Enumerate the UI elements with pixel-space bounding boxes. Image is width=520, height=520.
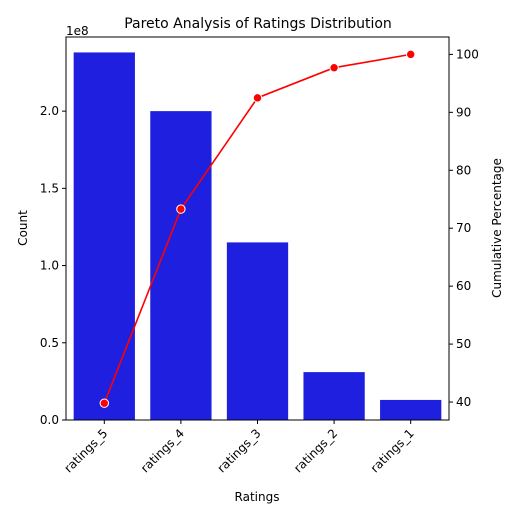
x-axis-title: Ratings <box>235 490 280 504</box>
cumulative-point-ratings_4 <box>176 204 186 214</box>
y2-tick-label: 90 <box>456 105 471 119</box>
bar-ratings_3 <box>226 242 289 420</box>
bar-ratings_2 <box>303 372 365 420</box>
y-axis-title: Count <box>16 210 30 246</box>
bar-ratings_5 <box>73 52 135 421</box>
bar-ratings_1 <box>380 399 442 420</box>
cumulative-point-ratings_5 <box>99 398 110 408</box>
x-axis: ratings_5 ratings_4 ratings_3 ratings_2 rati… <box>61 420 417 475</box>
y-tick-label: 0.5 <box>40 336 59 350</box>
cumulative-line-series <box>99 49 416 408</box>
x-tick-label: ratings_4 <box>138 426 187 475</box>
y-multiplier-label: 1e8 <box>66 24 89 38</box>
bar-series <box>73 52 442 421</box>
bar-ratings_4 <box>150 111 212 421</box>
cumulative-point-ratings_3 <box>252 93 263 103</box>
y-tick-label: 2.0 <box>40 104 59 118</box>
y-tick-label: 1.5 <box>40 181 59 195</box>
x-tick-label: ratings_1 <box>368 426 417 475</box>
y2-tick-label: 60 <box>456 279 471 293</box>
cumulative-point-ratings_1 <box>406 49 416 60</box>
y2-axis-title: Cumulative Percentage <box>490 158 504 298</box>
y-tick-label: 0.0 <box>40 413 59 427</box>
y2-tick-label: 70 <box>456 221 471 235</box>
y2-tick-label: 100 <box>456 47 479 61</box>
x-tick-label: ratings_2 <box>291 426 340 475</box>
y-tick-label: 1.0 <box>40 259 59 273</box>
y-axis-right: 40 50 60 70 80 90 100 <box>449 47 479 409</box>
chart-title: Pareto Analysis of Ratings Distribution <box>124 16 392 32</box>
x-tick-label: ratings_3 <box>215 426 264 475</box>
cumulative-point-ratings_2 <box>329 63 339 73</box>
y2-tick-label: 40 <box>456 395 471 409</box>
y-axis-left: 0.0 0.5 1.0 1.5 2.0 <box>40 104 66 427</box>
y2-tick-label: 50 <box>456 337 471 351</box>
y2-tick-label: 80 <box>456 163 471 177</box>
x-tick-label: ratings_5 <box>61 426 110 475</box>
